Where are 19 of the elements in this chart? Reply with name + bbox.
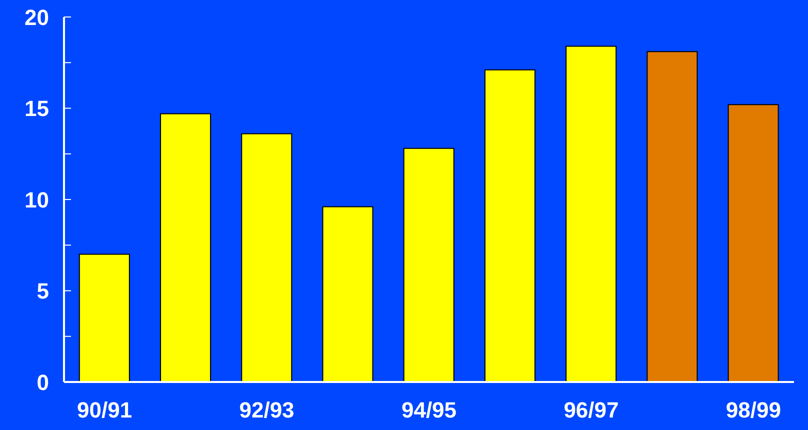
x-tick-label: 96/97 xyxy=(564,398,619,423)
bar xyxy=(566,46,617,382)
bar xyxy=(78,254,130,382)
bar xyxy=(403,148,454,382)
y-tick-label: 10 xyxy=(24,187,49,212)
bar xyxy=(728,104,779,382)
y-tick-label: 15 xyxy=(24,96,49,122)
y-tick-label: 20 xyxy=(24,4,49,30)
x-tick-label: 94/95 xyxy=(401,398,457,423)
y-tick-label: 0 xyxy=(36,370,49,395)
x-tick-label: 92/93 xyxy=(239,398,294,423)
bar xyxy=(160,113,212,382)
x-tick-label: 90/91 xyxy=(77,398,132,423)
bar xyxy=(646,51,698,382)
bar xyxy=(322,206,374,382)
x-tick-label: 98/99 xyxy=(726,398,781,423)
bar xyxy=(241,133,292,382)
y-tick-label: 5 xyxy=(36,278,49,304)
bar xyxy=(484,69,536,382)
